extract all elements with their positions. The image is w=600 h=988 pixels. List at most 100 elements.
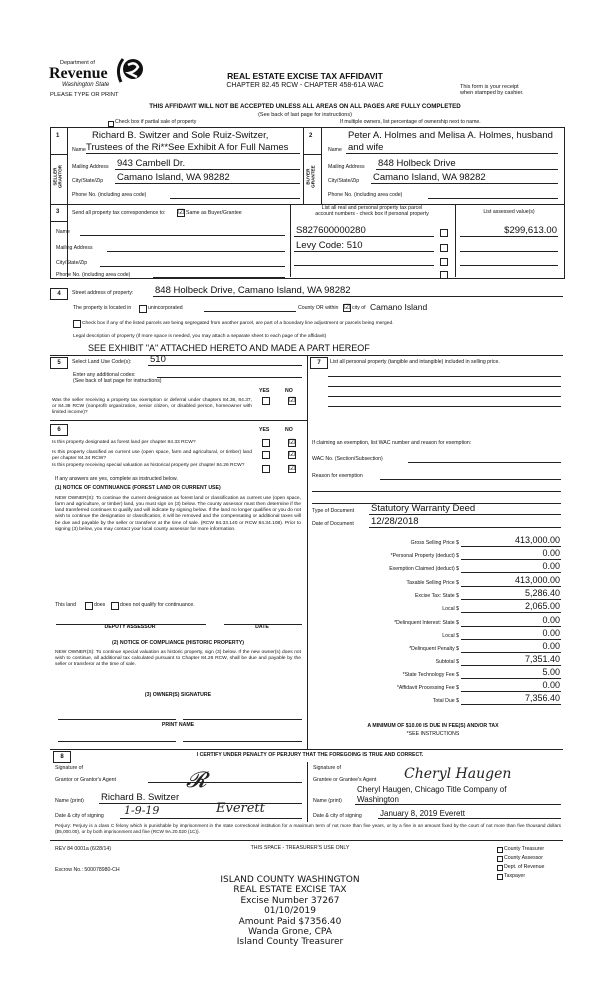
- field-line: [461, 704, 561, 705]
- no-checkbox[interactable]: ☑: [288, 439, 296, 447]
- seller-name-line2[interactable]: Trustees of the Ri**See Exhibit A for Fu…: [86, 142, 289, 153]
- seller-city-state-zip[interactable]: Camano Island, WA 98282: [117, 172, 230, 183]
- tax-name-field[interactable]: [80, 235, 285, 236]
- owner-signature-line[interactable]: [183, 719, 302, 720]
- please-type: PLEASE TYPE OR PRINT: [50, 92, 119, 98]
- tax-row-value[interactable]: 0.00: [542, 628, 560, 638]
- no-checkbox[interactable]: ☑: [288, 465, 296, 473]
- parcel-number[interactable]: S827600000280: [296, 225, 366, 236]
- personal-property-line[interactable]: [328, 386, 561, 387]
- copy-checkbox[interactable]: [497, 865, 503, 871]
- legal-description[interactable]: SEE EXHIBIT "A" ATTACHED HERETO AND MADE…: [88, 343, 370, 353]
- tax-row-label: Total Due $: [432, 698, 459, 704]
- copy-checkbox[interactable]: [497, 856, 503, 862]
- unincorporated-checkbox[interactable]: [139, 305, 147, 313]
- seller-name-line1[interactable]: Richard B. Switzer and Sole Ruiz-Switzer…: [92, 130, 269, 141]
- tax-row-value[interactable]: 413,000.00: [514, 535, 560, 545]
- grantor-printed-name[interactable]: Richard B. Switzer: [101, 792, 180, 803]
- current-use-question: Is this property classified as current u…: [52, 450, 252, 462]
- seller-mailing-address[interactable]: 943 Cambell Dr.: [117, 158, 186, 169]
- county-field[interactable]: [204, 311, 296, 312]
- assessed-value[interactable]: $299,613.00: [504, 225, 557, 236]
- buyer-phone-field[interactable]: [428, 198, 558, 199]
- tax-row-label: *Personal Property (deduct) $: [390, 553, 459, 559]
- property-city[interactable]: Camano Island: [370, 302, 428, 312]
- owner-signature-line[interactable]: [58, 719, 176, 720]
- tax-phone-field[interactable]: [153, 277, 285, 278]
- segregated-checkbox[interactable]: [73, 320, 81, 328]
- personal-property-line[interactable]: [328, 396, 561, 397]
- copy-checkbox[interactable]: [497, 847, 503, 853]
- parcel-header: List all real and personal property tax …: [321, 205, 423, 211]
- section-number: 1: [56, 133, 60, 139]
- city-checkbox[interactable]: ☑: [343, 304, 351, 312]
- tax-row-value[interactable]: 0.00: [542, 641, 560, 651]
- tax-row-value[interactable]: 0.00: [542, 680, 560, 690]
- does-not-qualify-checkbox[interactable]: [111, 602, 119, 610]
- buyer-name-line1[interactable]: Peter A. Holmes and Melisa A. Holmes, hu…: [348, 130, 553, 141]
- no-checkbox[interactable]: ☑: [288, 397, 296, 405]
- copy-checkbox[interactable]: [497, 874, 503, 880]
- tax-row-value[interactable]: 5.00: [542, 667, 560, 677]
- additional-codes-field[interactable]: [157, 377, 302, 378]
- tax-row-value[interactable]: 5,286.40: [524, 588, 560, 598]
- tax-mailing-field[interactable]: [107, 251, 285, 252]
- notice-compliance-title: (2) NOTICE OF COMPLIANCE (HISTORIC PROPE…: [112, 640, 244, 646]
- seller-phone-field[interactable]: [170, 198, 300, 199]
- property-street-address[interactable]: 848 Holbeck Drive, Camano Island, WA 982…: [155, 285, 351, 296]
- deputy-assessor-signature-line[interactable]: [56, 624, 206, 625]
- personal-property-checkbox[interactable]: [440, 271, 448, 279]
- does-qualify-checkbox[interactable]: [85, 602, 93, 610]
- tax-row-label: *Affidavit Processing Fee $: [396, 685, 459, 691]
- tax-row-value[interactable]: 0.00: [542, 561, 560, 571]
- field-label: City/State/Zip: [328, 178, 360, 184]
- yes-checkbox[interactable]: [262, 465, 270, 473]
- field-label: The property is located in: [73, 305, 132, 311]
- field-line: [99, 803, 302, 804]
- parcel-number[interactable]: Levy Code: 510: [296, 240, 363, 251]
- personal-property-checkbox[interactable]: [440, 244, 448, 252]
- divider: [50, 749, 563, 750]
- document-date[interactable]: 12/28/2018: [371, 516, 419, 527]
- wac-number-field[interactable]: [408, 462, 561, 463]
- section-number: 6: [50, 424, 68, 436]
- personal-property-checkbox[interactable]: [440, 229, 448, 237]
- tax-row-value[interactable]: 0.00: [542, 615, 560, 625]
- yes-checkbox[interactable]: [262, 397, 270, 405]
- grantor-signing-date[interactable]: 1-9-19: [124, 804, 160, 817]
- field-line: [120, 818, 302, 819]
- buyer-grantee-label: BUYER GRANTEE: [305, 165, 315, 188]
- print-name-line[interactable]: [183, 741, 302, 742]
- tax-row-value[interactable]: 413,000.00: [514, 575, 560, 585]
- buyer-mailing-address[interactable]: 848 Holbeck Drive: [378, 158, 456, 169]
- grantor-signing-city[interactable]: Everett: [216, 801, 265, 816]
- tax-city-field[interactable]: [100, 266, 285, 267]
- grantor-signature-line[interactable]: [148, 782, 302, 783]
- tax-row-value[interactable]: 7,351.40: [524, 654, 560, 664]
- tax-row-value[interactable]: 0.00: [542, 548, 560, 558]
- grantee-printed-name[interactable]: Washington: [357, 795, 399, 804]
- land-use-code[interactable]: 510: [150, 354, 166, 365]
- buyer-name-line2[interactable]: and wife: [348, 142, 384, 153]
- field-label: Date & city of signing: [313, 813, 362, 819]
- personal-property-line[interactable]: [328, 406, 561, 407]
- field-label: City/State/Zip: [72, 178, 104, 184]
- no-checkbox[interactable]: ☑: [288, 451, 296, 459]
- same-as-buyer-checkbox[interactable]: ☑: [177, 209, 185, 217]
- legal-description-label: Legal description of property (if more s…: [73, 334, 327, 339]
- tax-row-value[interactable]: 7,356.40: [524, 693, 560, 703]
- exemption-reason-field[interactable]: [380, 479, 561, 480]
- personal-property-checkbox[interactable]: [440, 258, 448, 266]
- print-name-line[interactable]: [58, 741, 176, 742]
- assessor-date-line[interactable]: [224, 624, 302, 625]
- buyer-city-state-zip[interactable]: Camano Island, WA 98282: [373, 172, 486, 183]
- grantee-printed-name[interactable]: Cheryl Haugen, Chicago Title Company of: [357, 785, 507, 794]
- divider: [50, 355, 563, 356]
- document-type[interactable]: Statutory Warranty Deed: [371, 503, 476, 514]
- partial-sale-checkbox[interactable]: [108, 121, 114, 127]
- tax-row-value[interactable]: 2,065.00: [524, 601, 560, 611]
- grantee-signing-date-city[interactable]: January 8, 2019 Everett: [380, 809, 465, 818]
- yes-checkbox[interactable]: [262, 451, 270, 459]
- yes-checkbox[interactable]: [262, 439, 270, 447]
- personal-property-line[interactable]: [328, 376, 561, 377]
